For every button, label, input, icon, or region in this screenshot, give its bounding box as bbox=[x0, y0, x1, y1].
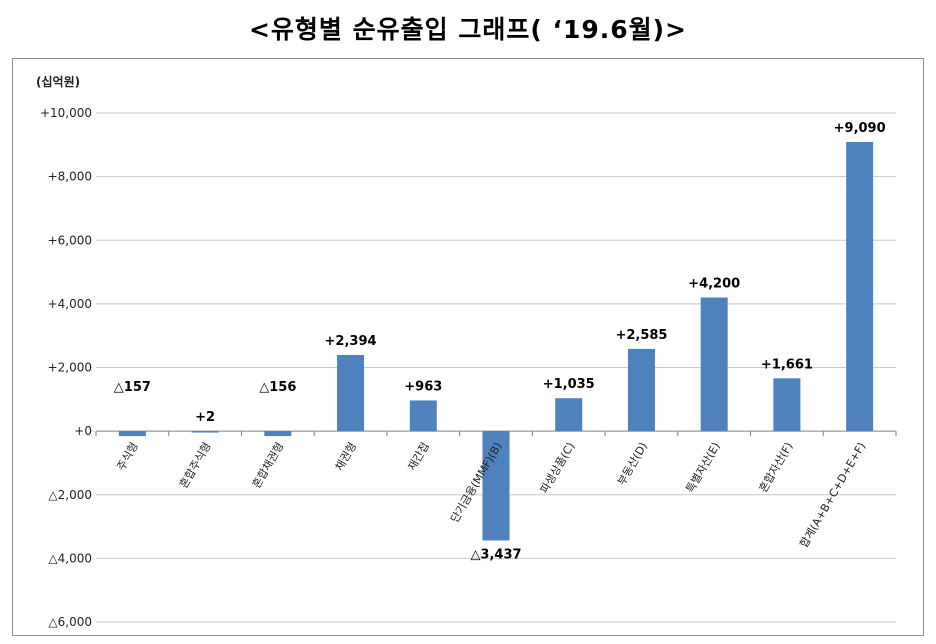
category-label: 파생상품(C) bbox=[538, 440, 578, 496]
chart-frame bbox=[12, 58, 924, 636]
y-tick-label: △2,000 bbox=[48, 488, 92, 502]
data-label: +4,200 bbox=[688, 277, 740, 292]
y-tick-label: +0 bbox=[74, 424, 92, 438]
y-tick-label: +8,000 bbox=[48, 170, 92, 184]
data-label: +1,661 bbox=[761, 357, 813, 372]
y-tick-label: +6,000 bbox=[48, 233, 92, 247]
bar bbox=[337, 354, 365, 432]
y-tick-label: +2,000 bbox=[48, 361, 92, 375]
bar bbox=[700, 297, 728, 432]
bar bbox=[191, 431, 219, 433]
y-axis: +10,000 +8,000 +6,000 +4,000 +2,000 +0 △2,000 △… bbox=[40, 106, 92, 629]
bar bbox=[627, 348, 655, 432]
category-label: 재간접 bbox=[405, 440, 431, 473]
category-label: 혼합자산(F) bbox=[757, 440, 796, 494]
data-label: +2,394 bbox=[325, 334, 377, 349]
data-label: +9,090 bbox=[834, 121, 886, 136]
category-label: 채권형 bbox=[333, 440, 359, 473]
category-label: 혼합주식형 bbox=[177, 440, 214, 490]
data-label: △156 bbox=[259, 380, 296, 395]
bar bbox=[773, 378, 801, 432]
y-tick-label: +4,000 bbox=[48, 297, 92, 311]
unit-label: (십억원) bbox=[36, 74, 80, 89]
y-tick-label: +10,000 bbox=[40, 106, 92, 120]
bar bbox=[555, 398, 583, 432]
data-label: △3,437 bbox=[470, 547, 521, 562]
bar bbox=[846, 141, 874, 432]
bars bbox=[118, 141, 874, 541]
data-label: +2,585 bbox=[615, 328, 667, 343]
y-tick-label: △6,000 bbox=[48, 615, 92, 629]
data-labels: △157 +2 △156 +2,394 +963 △3,437 +1,035 +2,585 +4… bbox=[114, 121, 886, 563]
y-tick-label: △4,000 bbox=[48, 551, 92, 565]
bar bbox=[118, 431, 146, 437]
category-label: 주식형 bbox=[115, 440, 141, 473]
data-label: +1,035 bbox=[543, 377, 595, 392]
category-label: 부동산(D) bbox=[615, 440, 650, 488]
bar bbox=[409, 400, 437, 432]
category-label: 특별자산(E) bbox=[684, 440, 723, 495]
chart-title: <유형별 순유출입 그래프( ‘19.6월)> bbox=[248, 15, 688, 44]
data-label: △157 bbox=[114, 380, 151, 395]
category-label: 혼합채권형 bbox=[250, 440, 287, 490]
bar bbox=[264, 431, 292, 437]
bar bbox=[482, 431, 510, 541]
data-label: +2 bbox=[195, 410, 215, 425]
data-label: +963 bbox=[404, 379, 442, 394]
